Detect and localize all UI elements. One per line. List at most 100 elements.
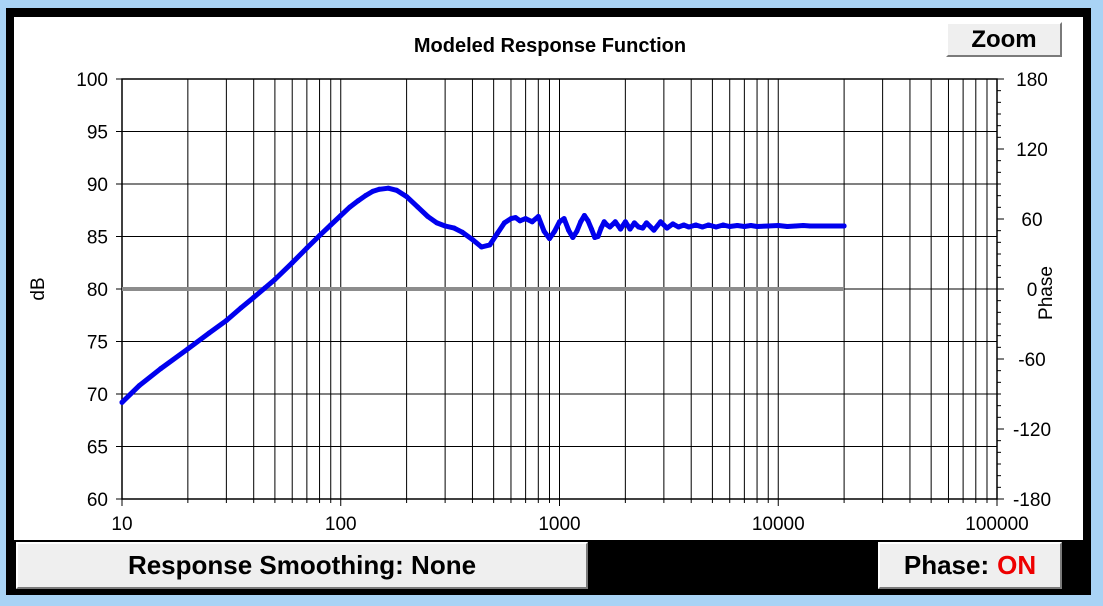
y2-tick-label: 180	[1016, 70, 1048, 91]
response-point	[557, 219, 562, 225]
response-point	[425, 214, 431, 219]
response-point	[552, 228, 558, 234]
response-point	[570, 235, 576, 240]
zoom-button[interactable]: Zoom	[946, 22, 1062, 57]
response-point	[223, 318, 229, 323]
response-point	[434, 220, 440, 226]
response-point	[734, 223, 740, 228]
response-point	[317, 233, 323, 238]
response-point	[807, 223, 813, 229]
response-point	[814, 223, 820, 229]
response-point	[784, 224, 790, 229]
response-point	[686, 224, 692, 230]
chart-title: Modeled Response Function	[414, 35, 686, 57]
phase-state: ON	[997, 550, 1037, 580]
response-point	[670, 221, 676, 227]
response-point	[547, 236, 552, 242]
response-point	[836, 223, 842, 229]
response-point	[289, 260, 295, 266]
y-tick-label: 90	[87, 175, 108, 196]
response-point	[607, 224, 613, 230]
response-point	[720, 222, 726, 228]
response-point	[513, 215, 519, 221]
y2-tick-label: 60	[1021, 210, 1042, 231]
response-point	[622, 219, 628, 225]
response-point	[826, 223, 832, 229]
response-point	[574, 228, 580, 234]
response-point	[347, 204, 353, 210]
response-point	[713, 224, 719, 230]
response-point	[831, 223, 837, 229]
response-point	[585, 218, 591, 224]
response-point	[581, 213, 587, 218]
response-point	[501, 220, 507, 226]
response-point	[578, 219, 584, 225]
response-point	[598, 225, 604, 231]
response-point	[206, 330, 212, 336]
response-point	[627, 226, 633, 232]
response-point	[355, 198, 361, 204]
y2-axis-label: Phase	[1036, 266, 1057, 320]
phase-label: Phase:	[903, 550, 990, 580]
response-point	[158, 366, 163, 372]
x-tick-label: 100	[325, 514, 357, 535]
phase-toggle-button[interactable]: Phase: ON	[878, 542, 1062, 589]
response-point	[404, 194, 410, 200]
response-point	[676, 224, 681, 230]
response-point	[706, 222, 711, 228]
response-point	[304, 245, 310, 251]
response-point	[262, 285, 268, 291]
response-point	[272, 277, 278, 282]
response-point	[793, 223, 799, 229]
response-point	[523, 216, 529, 222]
response-point	[841, 223, 847, 229]
y-axis-label: dB	[28, 277, 49, 300]
response-point	[589, 226, 594, 232]
response-point	[470, 237, 475, 243]
response-smoothing-button[interactable]: Response Smoothing: None	[16, 542, 588, 589]
response-point	[748, 223, 754, 228]
y-tick-label: 65	[87, 438, 108, 459]
y-tick-label: 95	[87, 123, 108, 144]
response-point	[442, 223, 448, 229]
response-series-line	[119, 185, 847, 405]
y2-tick-label: 120	[1016, 140, 1048, 161]
response-point	[541, 228, 547, 234]
response-point	[820, 223, 826, 229]
y2-tick-label: -180	[1013, 490, 1051, 511]
response-point	[644, 220, 649, 226]
response-point	[681, 222, 687, 228]
response-point	[238, 305, 244, 311]
response-point	[664, 225, 670, 231]
response-point	[494, 230, 500, 236]
response-point	[394, 187, 400, 193]
response-point	[651, 227, 657, 233]
y-tick-label: 75	[87, 333, 108, 354]
response-point	[640, 225, 646, 231]
response-point	[119, 399, 125, 405]
response-point	[415, 204, 421, 210]
response-point	[595, 234, 601, 239]
x-tick-label: 100000	[965, 514, 1028, 535]
chart-series	[119, 185, 847, 405]
response-point	[754, 224, 760, 229]
y-tick-label: 100	[76, 70, 108, 91]
response-point	[765, 223, 771, 229]
x-tick-label: 10000	[752, 514, 805, 535]
response-point	[370, 188, 376, 194]
response-point	[699, 224, 705, 230]
response-point	[535, 214, 541, 219]
x-tick-label: 10	[111, 514, 132, 535]
x-tick-label: 1000	[538, 514, 580, 535]
y-axis-left: 100 95 90 85 80 75 70 65 60	[76, 70, 122, 511]
response-point	[363, 193, 369, 198]
response-point	[185, 346, 191, 352]
response-point	[251, 294, 257, 300]
response-point	[487, 242, 493, 248]
response-point	[601, 219, 607, 225]
response-point	[385, 185, 391, 191]
y2-tick-label: 0	[1027, 280, 1038, 301]
response-point	[479, 244, 484, 250]
response-point	[693, 222, 699, 228]
